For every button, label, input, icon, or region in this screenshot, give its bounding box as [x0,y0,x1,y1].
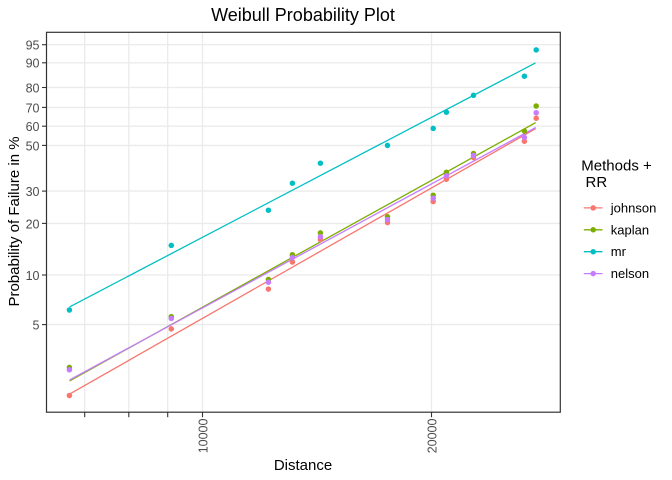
svg-text:Weibull Probability Plot: Weibull Probability Plot [211,5,395,25]
svg-text:5: 5 [33,319,40,333]
svg-text:10000: 10000 [197,418,211,453]
svg-text:10: 10 [26,269,40,283]
svg-text:Methods +: Methods + [581,157,652,174]
svg-text:95: 95 [26,39,40,53]
svg-text:20000: 20000 [426,418,440,453]
svg-text:johnson: johnson [610,200,657,215]
svg-text:60: 60 [26,120,40,134]
svg-text:80: 80 [26,81,40,95]
svg-text:70: 70 [26,101,40,115]
svg-text:RR: RR [586,174,608,191]
svg-text:Distance: Distance [274,457,332,474]
svg-text:nelson: nelson [611,266,649,281]
svg-text:Probability of Failure in %: Probability of Failure in % [6,136,23,306]
svg-text:20: 20 [26,217,40,231]
svg-text:kaplan: kaplan [611,222,649,237]
svg-text:90: 90 [26,57,40,71]
svg-text:mr: mr [611,244,627,259]
svg-text:50: 50 [26,139,40,153]
svg-text:30: 30 [26,185,40,199]
